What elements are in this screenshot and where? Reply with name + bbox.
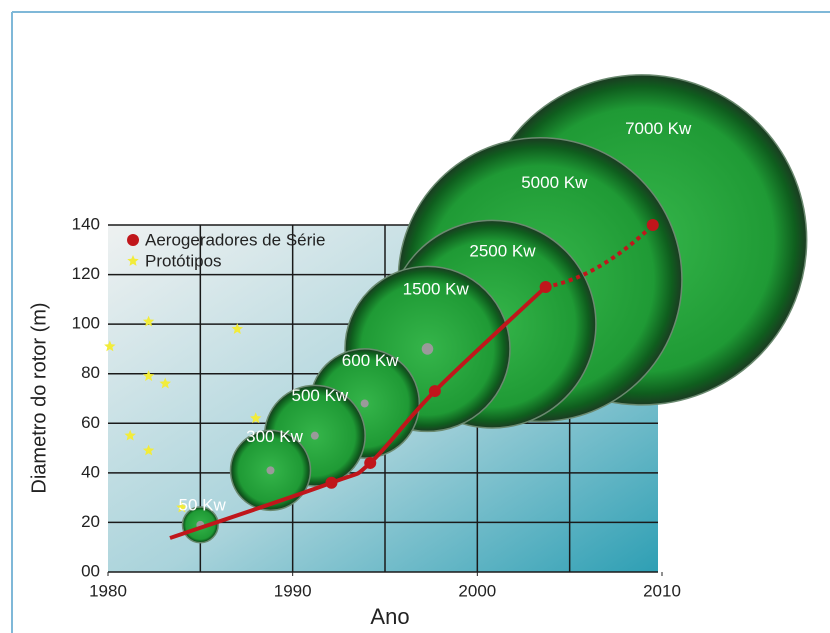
prototype-point [231,323,243,334]
bubble-label: 500 Kw [292,386,349,405]
legend-swatch [127,234,139,246]
prototype-point [104,340,116,352]
prototype-point [159,377,171,389]
y-tick-label: 20 [81,512,100,531]
bubble-center [360,399,369,408]
trend-extension [545,223,655,289]
x-axis-label: Ano [370,604,409,629]
x-tick-label: 2010 [643,581,681,600]
prototype-point [250,412,262,424]
y-tick-label: 140 [72,214,100,233]
bubble-center [310,431,319,440]
x-tick-label: 1980 [89,581,127,600]
x-tick-label: 1990 [274,581,312,600]
series-point [646,219,659,231]
y-tick-label: 100 [72,314,100,333]
legend-label: Aerogeradores de Série [145,230,326,249]
x-tick-label: 2000 [458,581,496,600]
series-point [539,280,552,293]
bubble-label: 1500 Kw [403,279,470,298]
bubble-label: 600 Kw [342,351,399,370]
bubble-label: 7000 Kw [625,119,692,138]
series-point [364,456,377,469]
prototype-point [142,444,155,456]
y-tick-label: 60 [81,413,100,432]
prototype-point [124,429,136,441]
series-point [428,385,441,398]
bubble-label: 300 Kw [246,427,303,446]
legend-swatch [127,255,139,266]
bubble-center [266,466,275,475]
y-tick-label: 80 [81,363,100,382]
bubble-label: 2500 Kw [469,241,536,260]
bubble-label: 50 Kw [178,495,226,514]
y-tick-label: 00 [81,561,100,580]
series-point [325,476,338,489]
legend-label: Protótipos [145,251,222,270]
bubble-center [421,343,434,355]
prototype-point [176,501,188,513]
y-tick-label: 40 [81,462,100,481]
prototype-point [142,370,155,381]
prototype-point [142,315,155,327]
bubble-label: 5000 Kw [521,173,588,192]
y-axis-label: Diametro do rotor (m) [28,302,50,493]
y-tick-label: 120 [72,264,100,283]
